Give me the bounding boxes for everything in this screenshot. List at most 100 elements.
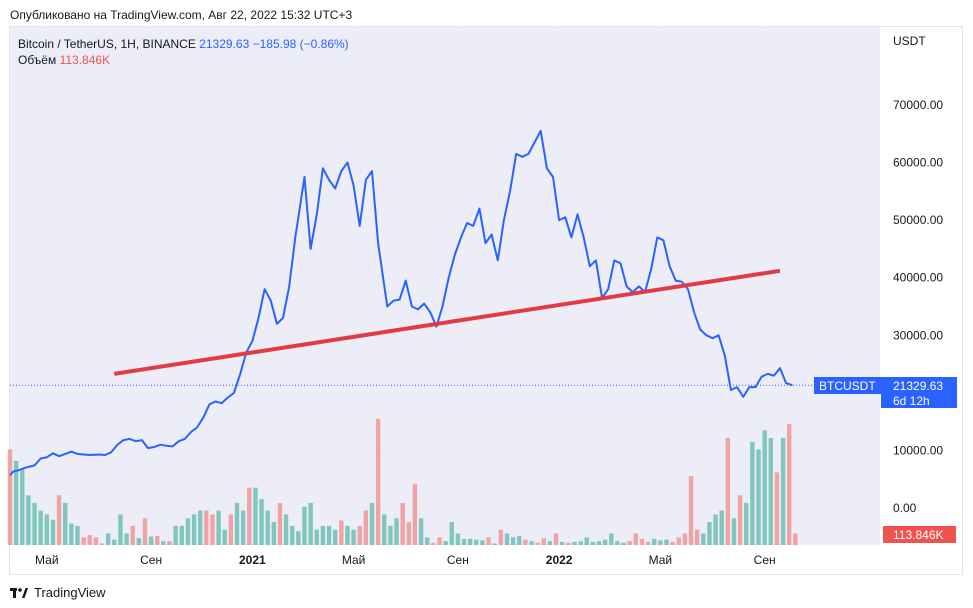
time-axis-labels: Май Сен 2021 Май Сен 2022 Май Сен (35, 553, 776, 567)
volume-bar (93, 537, 99, 545)
volume-bar (504, 533, 510, 545)
legend-volume-row: Объём 113.846K (18, 52, 349, 68)
volume-bar (443, 541, 448, 545)
volume-bar (793, 533, 798, 545)
volume-bar (737, 495, 743, 545)
volume-bar (63, 502, 68, 545)
volume-bar (136, 538, 142, 545)
volume-bar (155, 535, 160, 545)
volume-bar (688, 476, 694, 545)
volume-bar (247, 487, 252, 545)
volume-bar (492, 543, 497, 545)
footer-brand[interactable]: TradingView (10, 585, 106, 600)
volume-bar (664, 539, 669, 545)
volume-bar (713, 514, 718, 545)
volume-bar (204, 510, 209, 545)
volume-bar (694, 529, 700, 545)
volume-bar (609, 533, 614, 545)
volume-bar (627, 541, 632, 545)
volume-bar (787, 424, 792, 545)
volume-bar (382, 514, 387, 545)
volume-bar (437, 537, 442, 545)
price-tag-bg (881, 377, 957, 408)
volume-bar (320, 525, 326, 545)
legend-symbol: Bitcoin / TetherUS, 1H, BINANCE (18, 37, 196, 51)
volume-bar (345, 525, 350, 545)
volume-bar (455, 533, 461, 545)
volume-bar (105, 533, 111, 545)
price-axis-labels: 70000.00 60000.00 50000.00 40000.00 30000.00… (893, 98, 943, 515)
plot-background (10, 27, 880, 545)
volume-bar (124, 533, 129, 545)
tradingview-logo-icon (10, 586, 28, 600)
volume-bar (20, 468, 25, 545)
volume-bar (357, 525, 362, 545)
volume-bar (185, 518, 191, 545)
time-tick-label: Май (649, 553, 673, 567)
time-tick-label: 2021 (239, 553, 266, 567)
volume-bar (418, 518, 424, 545)
volume-bar (517, 535, 522, 545)
volume-bar (547, 541, 553, 545)
volume-bar (388, 525, 393, 545)
time-tick-label: Сен (140, 553, 162, 567)
volume-bar (523, 539, 528, 545)
volume-bar (615, 541, 620, 545)
volume-bar (639, 538, 645, 545)
volume-bar (498, 529, 504, 545)
volume-bar (701, 533, 706, 545)
volume-bar (584, 537, 589, 545)
volume-bar (161, 541, 166, 545)
volume-bar (118, 514, 123, 545)
volume-bar (394, 518, 399, 545)
price-tick-label: 0.00 (893, 501, 917, 515)
volume-bar (412, 483, 418, 545)
volume-bar (461, 538, 467, 545)
time-tick-label: Сен (447, 553, 469, 567)
volume-bar (112, 539, 117, 545)
time-tick-label: Май (35, 553, 59, 567)
volume-bar (425, 537, 430, 545)
price-tick-label: 50000.00 (893, 213, 943, 227)
volume-tag-bg (883, 526, 956, 543)
trend-line[interactable] (113, 268, 781, 376)
volume-bar (645, 541, 651, 545)
volume-bar (222, 529, 227, 545)
volume-bar (431, 542, 436, 545)
volume-bar (56, 495, 62, 545)
volume-bar (26, 495, 31, 545)
time-tick-label: Май (342, 553, 366, 567)
volume-bar (375, 418, 381, 545)
volume-bar (578, 541, 583, 545)
volume-bar (265, 510, 270, 545)
volume-bar (676, 537, 681, 545)
volume-bar (228, 514, 234, 545)
volume-bar (7, 449, 13, 545)
volume-bar (197, 510, 203, 545)
volume-bar (75, 525, 80, 545)
volume-bar (38, 510, 43, 545)
volume-bar (87, 535, 92, 545)
volume-bar (486, 537, 491, 545)
volume-bar (326, 525, 332, 545)
volume-bar (510, 537, 516, 545)
volume-bar (756, 449, 761, 545)
time-tick-label: Сен (754, 553, 776, 567)
published-caption: Опубликовано на TradingView.com, Авг 22,… (10, 8, 353, 22)
volume-bar (363, 510, 369, 545)
chart-legend: Bitcoin / TetherUS, 1H, BINANCE 21329.63… (18, 36, 349, 68)
volume-bar (290, 525, 295, 545)
volume-bar (44, 514, 50, 545)
volume-bar (529, 541, 534, 545)
legend-change: −185.98 (−0.86%) (252, 37, 349, 51)
price-tick-label: 10000.00 (893, 443, 943, 457)
symbol-tag-bg (814, 377, 881, 394)
symbol-price-tag: BTCUSDT 21329.63 6d 12h (814, 377, 957, 408)
volume-bar (259, 499, 264, 545)
price-tag-countdown: 6d 12h (893, 394, 930, 408)
volume-bar (50, 519, 56, 545)
volume-bar (780, 437, 786, 545)
volume-bar (296, 531, 301, 545)
volume-bar (621, 542, 626, 545)
